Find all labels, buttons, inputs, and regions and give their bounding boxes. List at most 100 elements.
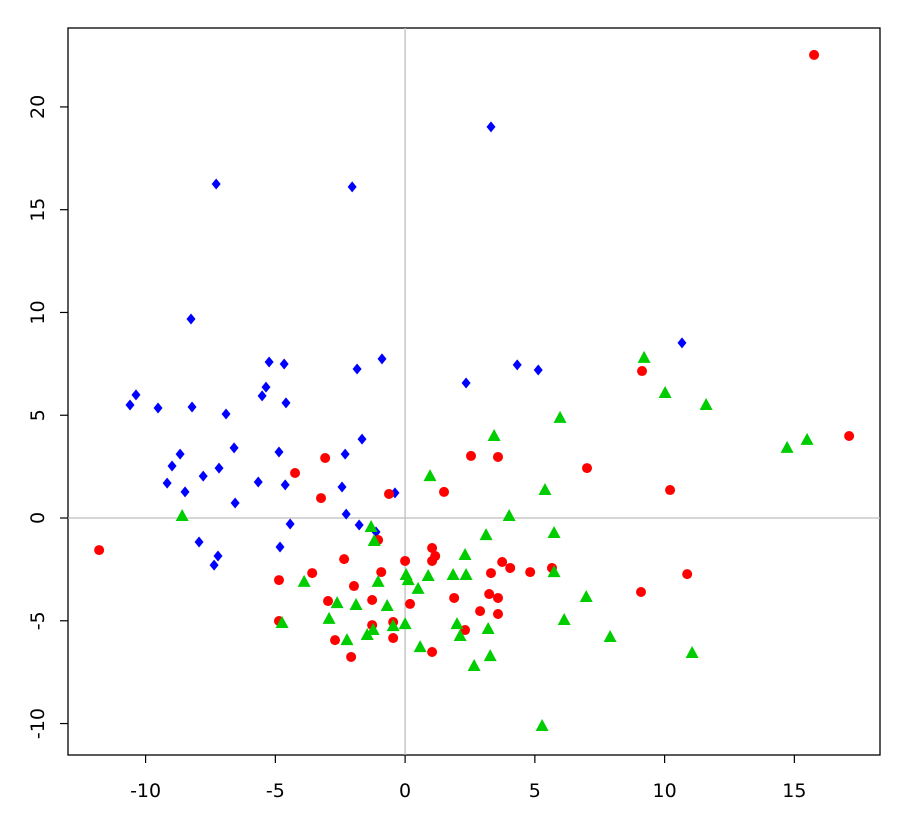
point — [413, 640, 427, 653]
point — [427, 543, 438, 554]
point — [230, 497, 240, 509]
point — [400, 555, 411, 566]
point — [175, 448, 185, 460]
y-tick-label: 0 — [27, 512, 49, 524]
point — [285, 518, 295, 530]
point — [682, 569, 693, 580]
point — [330, 635, 341, 646]
point — [274, 446, 284, 458]
point — [844, 430, 855, 441]
point — [497, 556, 508, 567]
point — [388, 633, 399, 644]
point — [493, 608, 504, 619]
point — [685, 646, 699, 659]
y-tick-label: -10 — [27, 708, 49, 739]
point — [487, 428, 501, 441]
point — [809, 49, 820, 60]
point — [131, 389, 141, 401]
point — [187, 401, 197, 413]
point — [340, 448, 350, 460]
point — [209, 559, 219, 571]
point — [339, 554, 350, 565]
point — [557, 612, 571, 625]
point — [467, 659, 481, 672]
point — [427, 555, 438, 566]
point — [322, 611, 336, 624]
point — [547, 526, 561, 539]
point — [493, 592, 504, 603]
point — [637, 366, 648, 377]
point — [450, 617, 464, 630]
point — [125, 399, 135, 411]
point — [493, 451, 504, 462]
point — [371, 574, 385, 587]
point — [699, 397, 713, 410]
point — [162, 477, 172, 489]
point — [357, 433, 367, 445]
plot-frame — [67, 27, 881, 756]
point — [547, 565, 561, 578]
y-tick-label: 10 — [27, 300, 49, 324]
point — [475, 606, 486, 617]
point — [582, 463, 593, 474]
point — [505, 562, 516, 573]
point — [486, 121, 496, 133]
point — [153, 402, 163, 414]
point — [337, 481, 347, 493]
point — [485, 568, 496, 579]
point — [279, 358, 289, 370]
x-tick-label: 15 — [782, 780, 806, 802]
point — [198, 470, 208, 482]
point — [423, 469, 437, 482]
x-tick-label: 5 — [529, 780, 541, 802]
point — [330, 596, 344, 609]
point — [347, 181, 357, 193]
point — [427, 647, 438, 658]
point — [535, 719, 549, 732]
point — [167, 460, 177, 472]
point — [780, 440, 794, 453]
x-tick-label: 10 — [653, 780, 677, 802]
point — [449, 592, 460, 603]
point — [180, 486, 190, 498]
point — [290, 467, 301, 478]
y-tick-label: 20 — [27, 95, 49, 119]
point — [307, 568, 318, 579]
point — [340, 633, 354, 646]
point — [483, 649, 497, 662]
point — [461, 377, 471, 389]
point — [367, 595, 378, 606]
point — [323, 596, 334, 607]
point — [348, 581, 359, 592]
point — [458, 548, 472, 561]
point — [264, 356, 274, 368]
point — [380, 598, 394, 611]
x-tick-label: -5 — [266, 780, 285, 802]
point — [213, 550, 223, 562]
y-tick-label: 15 — [27, 198, 49, 222]
point — [94, 545, 105, 556]
point — [446, 567, 460, 580]
point — [386, 619, 400, 632]
point — [411, 581, 425, 594]
point — [538, 483, 552, 496]
y-tick-label: 5 — [27, 409, 49, 421]
point — [297, 574, 311, 587]
point — [384, 488, 395, 499]
point — [603, 630, 617, 643]
point — [484, 589, 495, 600]
point — [481, 622, 495, 635]
point — [281, 397, 291, 409]
point — [376, 567, 387, 578]
point — [360, 627, 374, 640]
point — [479, 528, 493, 541]
point — [525, 567, 536, 578]
point — [512, 359, 522, 371]
point — [229, 442, 239, 454]
point — [273, 575, 284, 586]
point — [275, 616, 289, 629]
point — [453, 628, 467, 641]
point — [533, 364, 543, 376]
